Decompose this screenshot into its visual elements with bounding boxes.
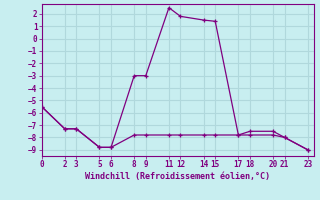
X-axis label: Windchill (Refroidissement éolien,°C): Windchill (Refroidissement éolien,°C) [85, 172, 270, 181]
